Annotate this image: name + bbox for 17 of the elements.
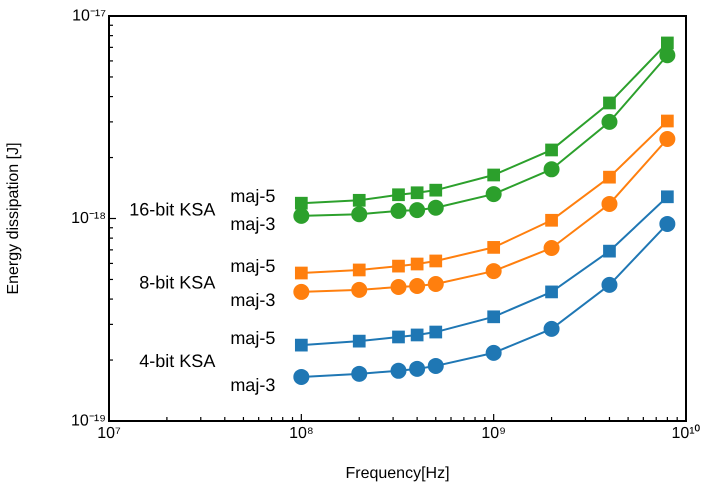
series-label: maj-5	[230, 256, 276, 276]
annotation: 16-bit KSA	[129, 200, 216, 220]
x-tick-label: 10⁹	[481, 425, 506, 442]
y-axis-title: Energy dissipation [J]	[5, 142, 22, 295]
y-tick-label: 10⁻¹⁸	[71, 210, 106, 227]
x-tick-label: 10¹⁰	[671, 424, 701, 442]
series-label: maj-3	[230, 374, 276, 395]
y-tick-label: 10⁻¹⁷	[72, 7, 106, 24]
x-tick-label: 10⁷	[97, 425, 121, 442]
x-tick-label: 10⁸	[289, 425, 314, 442]
series-label: maj-5	[230, 328, 276, 348]
series-label: maj-5	[230, 186, 276, 206]
annotation: 8-bit KSA	[139, 272, 216, 292]
series-label: maj-3	[230, 290, 276, 310]
annotation: 4-bit KSA	[139, 351, 216, 372]
x-axis-title: Frequency[Hz]	[345, 464, 450, 482]
series-label: maj-3	[230, 214, 276, 234]
